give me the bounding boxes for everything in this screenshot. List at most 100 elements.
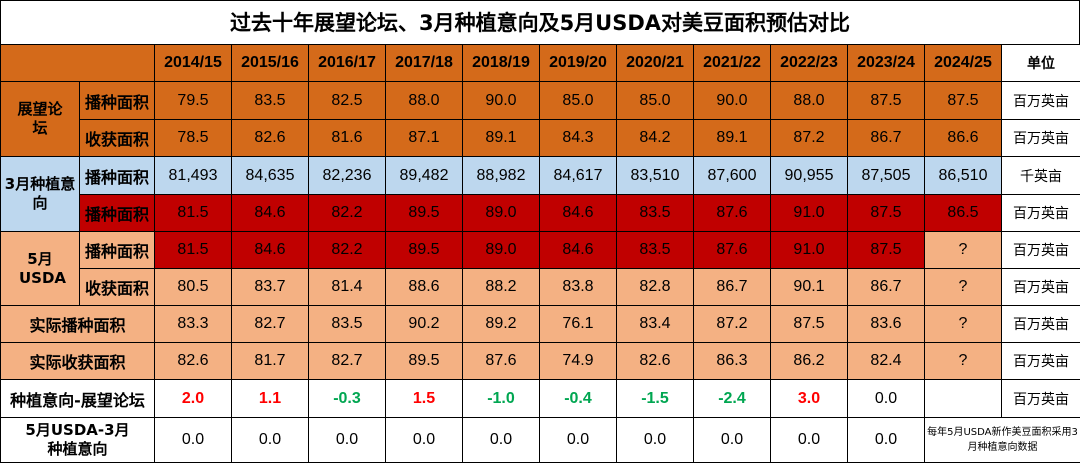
value-cell: 90.0 [693,81,771,120]
value-cell: 0.0 [770,417,848,463]
value-cell: 82.2 [308,194,386,232]
march-planted-thousand-row: 3月种植意向 播种面积 81,493 84,635 82,236 89,482 88,982… [0,156,1080,232]
diff-march-outlook-row: 种植意向-展望论坛 2.0 1.1 -0.3 1.5 -1.0 -0.4 -1.5 -2.4 3.… [0,379,1080,418]
value-cell: 83.7 [231,268,309,306]
year-header: 2016/17 [308,44,386,82]
value-cell: 83.6 [847,305,925,343]
value-cell: 82.5 [308,81,386,120]
value-cell: ? [924,342,1002,380]
year-header: 2023/24 [847,44,925,82]
unit-header: 单位 [1001,44,1080,82]
value-cell: -1.5 [616,379,694,418]
header-row: 2014/15 2015/16 2016/17 2017/18 2018/19 2019/… [0,44,1080,82]
value-cell: 91.0 [770,194,848,232]
outlook-harvested-row: 收获面积 78.5 82.6 81.6 87.1 89.1 84.3 84.2 89.1 87.2… [1,119,1080,157]
value-cell: ? [924,305,1002,343]
unit-cell: 百万英亩 [1001,379,1080,418]
value-cell: -0.4 [539,379,617,418]
unit-cell: 百万英亩 [1001,342,1080,380]
header-corner [0,44,155,82]
unit-cell: 千英亩 [1001,156,1080,195]
value-cell: 87.5 [770,305,848,343]
value-cell: 83.5 [616,194,694,232]
value-cell: 86.7 [847,268,925,306]
value-cell: 76.1 [539,305,617,343]
value-cell: 81.5 [154,231,232,269]
value-cell: 88.0 [385,81,463,120]
value-cell: 89.0 [462,194,540,232]
value-cell: 80.5 [154,268,232,306]
value-cell: 87.5 [847,231,925,269]
value-cell: 83.3 [154,305,232,343]
value-cell: 84.3 [539,119,617,157]
diff-usda-march-row: 5月USDA-3月种植意向 0.0 0.0 0.0 0.0 0.0 0.0 0.0 0.0 0.0… [0,417,1080,463]
value-cell: 87,505 [847,156,925,195]
value-cell: 84.6 [231,231,309,269]
unit-cell: 百万英亩 [1001,231,1080,269]
value-cell: 90.1 [770,268,848,306]
value-cell: 0.0 [539,417,617,463]
value-cell: 87.1 [385,119,463,157]
value-cell: 89.1 [693,119,771,157]
value-cell: 89.2 [462,305,540,343]
value-cell: 81.6 [308,119,386,157]
value-cell: ? [924,231,1002,269]
outlook-planted-row: 展望论坛 播种面积 79.5 83.5 82.5 88.0 90.0 85.0 85.0 90.0… [0,81,1080,157]
value-cell: 83,510 [616,156,694,195]
value-cell: 87.6 [693,194,771,232]
value-cell: 90,955 [770,156,848,195]
value-cell: 0.0 [385,417,463,463]
value-cell: 87.2 [693,305,771,343]
value-cell: 82.7 [231,305,309,343]
unit-cell: 百万英亩 [1001,194,1080,232]
value-cell: ? [924,268,1002,306]
value-cell: 0.0 [308,417,386,463]
value-cell: 82.6 [154,342,232,380]
year-header: 2018/19 [462,44,540,82]
value-cell: 81.7 [231,342,309,380]
unit-cell: 百万英亩 [1001,119,1080,157]
value-cell: 2.0 [154,379,232,418]
value-cell: 3.0 [770,379,848,418]
value-cell: 87.6 [462,342,540,380]
value-cell: 81.4 [308,268,386,306]
value-cell: 0.0 [231,417,309,463]
value-cell: 0.0 [616,417,694,463]
value-cell: -1.0 [462,379,540,418]
year-header: 2021/22 [693,44,771,82]
value-cell: 82.2 [308,231,386,269]
value-cell: 89,482 [385,156,463,195]
value-cell: 87.2 [770,119,848,157]
actual-harvested-row: 实际收获面积 82.6 81.7 82.7 89.5 87.6 74.9 82.6 86.3 86… [0,342,1080,380]
value-cell: 82.7 [308,342,386,380]
usda-harvested-row: 收获面积 80.5 83.7 81.4 88.6 88.2 83.8 82.8 86.7 90.1… [1,268,1080,306]
year-header: 2015/16 [231,44,309,82]
value-cell: 86.7 [693,268,771,306]
value-cell: 74.9 [539,342,617,380]
value-cell: 88.0 [770,81,848,120]
usda-planted-row: 5月USDA 播种面积 81.5 84.6 82.2 89.5 89.0 84.6 83.5 87… [0,231,1080,306]
value-cell: 86,510 [924,156,1002,195]
value-cell: 89.1 [462,119,540,157]
row-label: 播种面积 [79,194,155,232]
value-cell: 83.8 [539,268,617,306]
value-cell: 83.5 [308,305,386,343]
value-cell: 0.0 [847,379,925,418]
value-cell: 89.5 [385,231,463,269]
value-cell: 86.3 [693,342,771,380]
value-cell: 82.4 [847,342,925,380]
row-label: 收获面积 [79,268,155,306]
value-cell: 78.5 [154,119,232,157]
value-cell: 89.5 [385,342,463,380]
value-cell: 86.7 [847,119,925,157]
row-label: 实际收获面积 [0,342,155,380]
value-cell: 83.5 [231,81,309,120]
value-cell: 84.6 [231,194,309,232]
value-cell: 87,600 [693,156,771,195]
value-cell: 86.2 [770,342,848,380]
row-label: 5月USDA-3月种植意向 [0,417,155,463]
value-cell: 89.5 [385,194,463,232]
value-cell: 83.4 [616,305,694,343]
value-cell: 0.0 [462,417,540,463]
value-cell: 82,236 [308,156,386,195]
